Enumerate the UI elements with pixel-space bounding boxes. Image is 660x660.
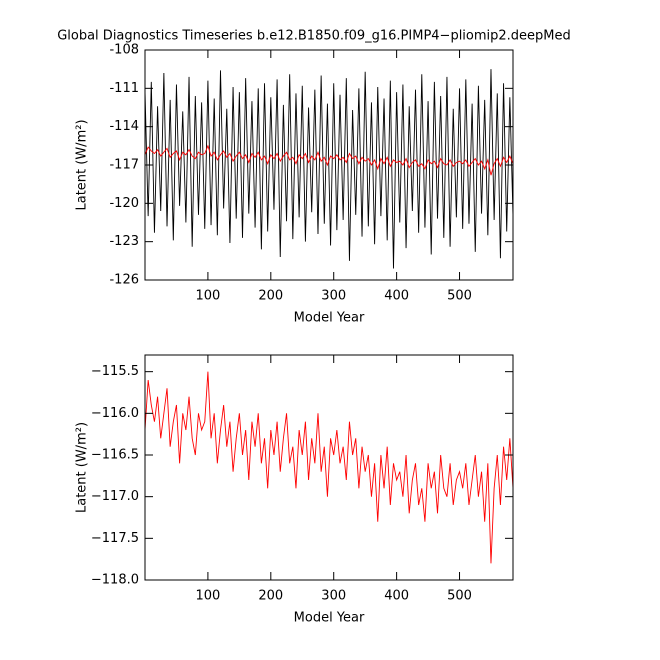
x-tick-label: 400 <box>384 289 409 304</box>
y-tick-label: -114 <box>109 119 139 134</box>
x-axis-label: Model Year <box>294 311 365 326</box>
y-tick-label: -108 <box>109 43 139 58</box>
y-tick-label: −117.0 <box>91 489 139 504</box>
y-axis-label: Latent (W/m²) <box>75 119 90 210</box>
x-tick-label: 100 <box>195 289 220 304</box>
y-tick-label: -111 <box>109 81 139 96</box>
chart-title: Global Diagnostics Timeseries b.e12.B185… <box>57 29 571 44</box>
y-tick-label: −116.0 <box>91 406 139 421</box>
y-tick-label: −115.5 <box>91 364 139 379</box>
x-tick-label: 500 <box>447 589 472 604</box>
plot-frame <box>144 354 514 581</box>
y-tick-label: -117 <box>109 158 139 173</box>
y-tick-label: -120 <box>109 196 139 211</box>
series-line <box>144 144 514 176</box>
y-tick-label: −117.5 <box>91 531 139 546</box>
y-axis-label: Latent (W/m²) <box>75 422 90 513</box>
x-tick-label: 500 <box>447 289 472 304</box>
y-tick-label: −116.5 <box>91 448 139 463</box>
x-tick-label: 300 <box>321 589 346 604</box>
x-axis-label: Model Year <box>294 611 365 626</box>
x-tick-label: 200 <box>258 289 283 304</box>
series-line <box>144 371 514 564</box>
x-tick-label: 100 <box>195 589 220 604</box>
x-tick-label: 200 <box>258 589 283 604</box>
y-tick-label: -126 <box>109 273 139 288</box>
y-tick-label: −118.0 <box>91 573 139 588</box>
x-tick-label: 400 <box>384 589 409 604</box>
series-line <box>144 69 514 269</box>
y-tick-label: -123 <box>109 234 139 249</box>
x-tick-label: 300 <box>321 289 346 304</box>
